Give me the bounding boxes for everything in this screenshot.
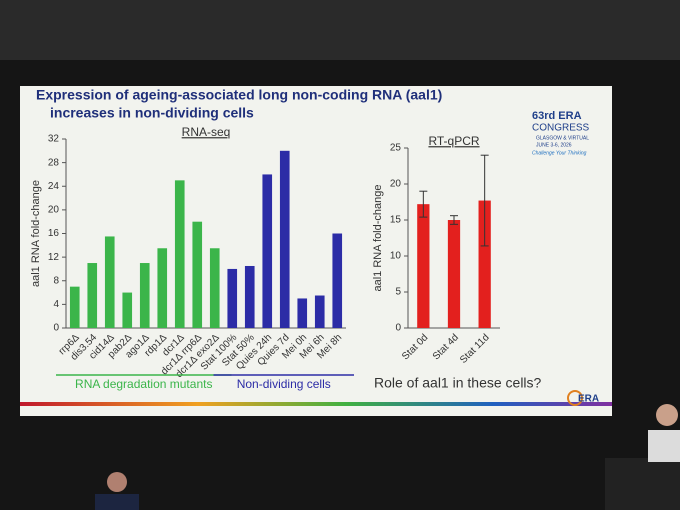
y-axis-label: aal1 RNA fold-change bbox=[372, 184, 384, 291]
group-label: RNA degradation mutants bbox=[75, 377, 212, 391]
bar bbox=[87, 263, 98, 328]
y-tick-label: 25 bbox=[390, 143, 402, 154]
logo-text: 63rd ERA bbox=[532, 110, 582, 122]
bar bbox=[69, 286, 80, 328]
group-label: Non-dividing cells bbox=[237, 377, 331, 391]
person-head bbox=[107, 472, 127, 492]
person-body bbox=[95, 494, 139, 510]
y-tick-label: 5 bbox=[395, 287, 401, 298]
slide-title: Expression of ageing-associated long non… bbox=[36, 87, 442, 103]
logo-mark: ERA bbox=[578, 394, 599, 405]
bar bbox=[139, 263, 150, 328]
bar bbox=[262, 174, 273, 328]
bar bbox=[332, 233, 343, 328]
y-axis-label: aal1 RNA fold-change bbox=[30, 180, 42, 287]
logo-ring bbox=[567, 390, 583, 406]
speaker-head bbox=[656, 404, 678, 426]
slide-title: increases in non-dividing cells bbox=[50, 105, 254, 121]
bar bbox=[279, 150, 290, 328]
bar bbox=[122, 292, 133, 328]
y-tick-label: 12 bbox=[48, 252, 60, 263]
bar bbox=[209, 248, 220, 328]
y-tick-label: 0 bbox=[53, 323, 59, 334]
y-tick-label: 15 bbox=[390, 215, 402, 226]
chart-title: RT-qPCR bbox=[428, 134, 479, 148]
bar bbox=[314, 295, 325, 328]
y-tick-label: 28 bbox=[48, 157, 60, 168]
slide bbox=[20, 86, 612, 416]
y-tick-label: 0 bbox=[395, 323, 401, 334]
bar bbox=[104, 236, 115, 328]
ceiling bbox=[0, 0, 680, 60]
y-tick-label: 10 bbox=[390, 251, 402, 262]
logo-text: GLASGOW & VIRTUAL bbox=[536, 135, 589, 141]
speaker-body bbox=[648, 430, 680, 462]
logo-text: CONGRESS bbox=[532, 123, 590, 134]
y-tick-label: 16 bbox=[48, 228, 60, 239]
bar bbox=[157, 248, 168, 328]
bar bbox=[447, 220, 461, 328]
y-tick-label: 4 bbox=[53, 299, 59, 310]
logo-text: JUNE 3-6, 2026 bbox=[536, 142, 572, 148]
bar bbox=[192, 221, 203, 328]
bar bbox=[244, 265, 255, 328]
logo-text: Challenge Your Thinking bbox=[532, 150, 587, 156]
y-tick-label: 24 bbox=[48, 181, 60, 192]
y-tick-label: 20 bbox=[48, 205, 60, 216]
bar bbox=[297, 298, 308, 328]
bar bbox=[478, 200, 491, 328]
bar bbox=[417, 204, 430, 328]
bar bbox=[174, 180, 185, 328]
y-tick-label: 20 bbox=[390, 179, 402, 190]
question: Role of aal1 in these cells? bbox=[374, 375, 542, 391]
lectern bbox=[605, 458, 680, 510]
y-tick-label: 8 bbox=[53, 275, 59, 286]
bar bbox=[227, 268, 238, 328]
chart-title: RNA-seq bbox=[182, 125, 231, 139]
y-tick-label: 32 bbox=[48, 134, 60, 145]
rainbow-strip bbox=[20, 402, 612, 406]
